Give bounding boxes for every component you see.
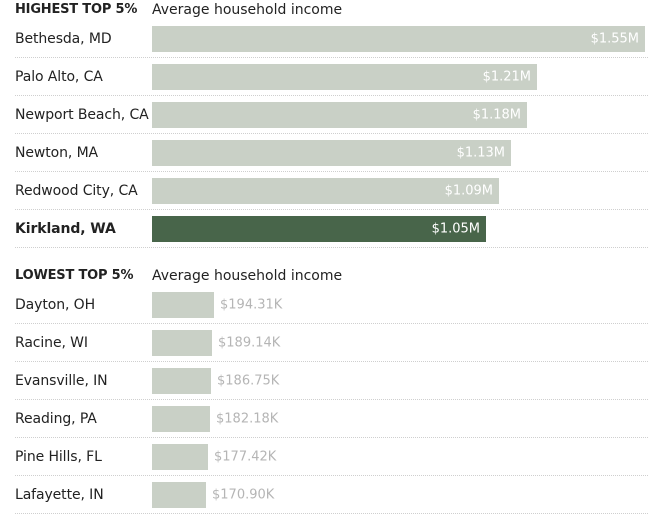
bar-row: Dayton, OH $194.31K: [0, 286, 648, 324]
category-label: Bethesda, MD: [15, 31, 112, 47]
category-label: Kirkland, WA: [15, 221, 116, 237]
bar-row: Redwood City, CA $1.09M: [0, 172, 648, 210]
category-label: Palo Alto, CA: [15, 69, 103, 85]
row-divider: [15, 399, 648, 400]
category-label: Dayton, OH: [15, 297, 96, 313]
bar: [152, 292, 214, 318]
bar-row: Palo Alto, CA $1.21M: [0, 58, 648, 96]
category-label: Racine, WI: [15, 335, 88, 351]
bar: [152, 64, 537, 90]
bar-row: Reading, PA $182.18K: [0, 400, 648, 438]
metric-label: Average household income: [152, 2, 343, 18]
bar-row: Kirkland, WA $1.05M: [0, 210, 648, 248]
bar-row: Lafayette, IN $170.90K: [0, 476, 648, 514]
row-divider: [15, 361, 648, 362]
category-label: Lafayette, IN: [15, 487, 104, 503]
row-divider: [15, 475, 648, 476]
bar: [152, 330, 212, 356]
value-label: $170.90K: [212, 487, 275, 503]
bar: [152, 444, 208, 470]
section-header: LOWEST TOP 5% Average household income: [15, 266, 655, 286]
row-divider: [15, 133, 648, 134]
category-label: Redwood City, CA: [15, 183, 138, 199]
value-label: $189.14K: [218, 335, 281, 351]
bar: [152, 102, 527, 128]
bar: [152, 482, 206, 508]
section-title: LOWEST TOP 5%: [15, 268, 134, 283]
bar: [152, 406, 210, 432]
value-label: $1.13M: [456, 145, 505, 161]
bar: [152, 140, 511, 166]
section-title: HIGHEST TOP 5%: [15, 2, 138, 17]
bar: [152, 178, 499, 204]
category-label: Newton, MA: [15, 145, 99, 161]
category-label: Reading, PA: [15, 411, 97, 427]
row-divider: [15, 171, 648, 172]
value-label: $194.31K: [220, 297, 283, 313]
bar: [152, 26, 645, 52]
bar-row: Evansville, IN $186.75K: [0, 362, 648, 400]
bar-row: Pine Hills, FL $177.42K: [0, 438, 648, 476]
row-divider: [15, 247, 648, 248]
bar: [152, 216, 486, 242]
category-label: Pine Hills, FL: [15, 449, 102, 465]
value-label: $1.05M: [431, 221, 480, 237]
row-divider: [15, 209, 648, 210]
section-header: HIGHEST TOP 5% Average household income: [15, 0, 655, 20]
value-label: $1.18M: [472, 107, 521, 123]
value-label: $186.75K: [217, 373, 280, 389]
bar-row: Racine, WI $189.14K: [0, 324, 648, 362]
value-label: $1.09M: [444, 183, 493, 199]
metric-label: Average household income: [152, 268, 343, 284]
bar-row: Newton, MA $1.13M: [0, 134, 648, 172]
category-label: Evansville, IN: [15, 373, 108, 389]
row-divider: [15, 437, 648, 438]
row-divider: [15, 95, 648, 96]
bar-row: Newport Beach, CA $1.18M: [0, 96, 648, 134]
value-label: $177.42K: [214, 449, 277, 465]
value-label: $1.21M: [482, 69, 531, 85]
row-divider: [15, 323, 648, 324]
value-label: $1.55M: [590, 31, 639, 47]
value-label: $182.18K: [216, 411, 279, 427]
bar: [152, 368, 211, 394]
category-label: Newport Beach, CA: [15, 107, 149, 123]
bar-row: Bethesda, MD $1.55M: [0, 20, 648, 58]
row-divider: [15, 57, 648, 58]
